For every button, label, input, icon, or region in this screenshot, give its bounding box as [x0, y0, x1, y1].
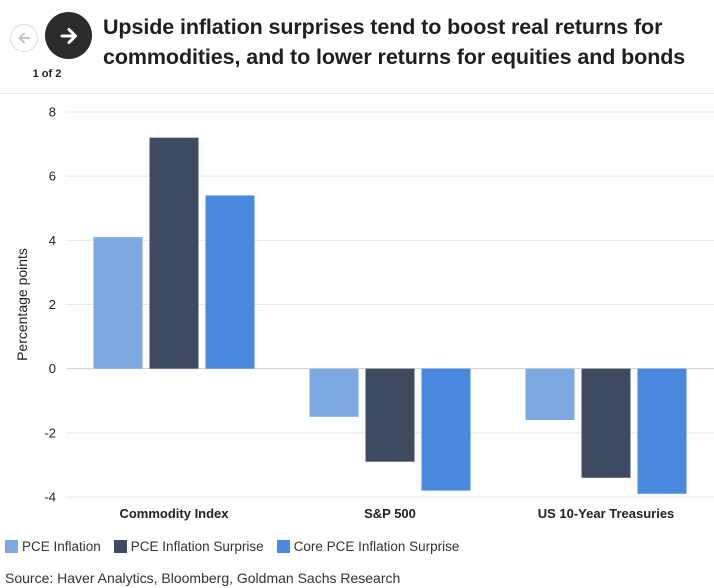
page-counter: 1 of 2 — [32, 68, 62, 80]
bar[interactable] — [421, 368, 471, 491]
legend-item-pce-inflation[interactable]: PCE Inflation — [5, 539, 101, 554]
x-category-label: Commodity Index — [119, 506, 229, 521]
y-tick-label: -2 — [44, 425, 56, 440]
legend-item-core-pce-inflation-surprise[interactable]: Core PCE Inflation Surprise — [276, 539, 460, 554]
bar[interactable] — [581, 368, 631, 478]
bar[interactable] — [149, 137, 199, 369]
legend-label: Core PCE Inflation Surprise — [293, 539, 460, 554]
chart-title: Upside inflation surprises tend to boost… — [103, 15, 686, 69]
y-tick-label: 8 — [49, 105, 56, 120]
legend-label: PCE Inflation Surprise — [130, 539, 264, 554]
y-axis-title: Percentage points — [14, 248, 30, 361]
bar[interactable] — [525, 368, 575, 420]
x-category-label: S&P 500 — [364, 506, 416, 521]
legend-swatch — [276, 540, 290, 553]
legend-swatch — [113, 540, 127, 553]
bar[interactable] — [309, 368, 359, 417]
y-tick-label: 0 — [49, 361, 56, 376]
chart-header: 1 of 2 Upside inflation surprises tend t… — [0, 0, 714, 94]
legend-item-pce-inflation-surprise[interactable]: PCE Inflation Surprise — [113, 539, 264, 554]
bars — [93, 137, 687, 494]
bar-chart: -4 -2 0 2 4 6 8 Commodity Index S&P 500 US 10-Ye… — [14, 105, 714, 521]
y-tick-label: 4 — [49, 233, 56, 248]
arrow-right-icon — [60, 27, 77, 44]
legend-label: PCE Inflation — [22, 539, 101, 554]
x-axis-categories: Commodity Index S&P 500 US 10-Year Treasur… — [119, 506, 674, 521]
x-category-label: US 10-Year Treasuries — [538, 506, 675, 521]
previous-button[interactable] — [10, 24, 38, 52]
y-axis-ticks: -4 -2 0 2 4 6 8 — [44, 105, 56, 505]
y-tick-label: 2 — [49, 297, 56, 312]
header-divider — [0, 93, 714, 94]
next-button[interactable] — [45, 12, 92, 59]
bar[interactable] — [93, 237, 143, 369]
legend: PCE Inflation PCE Inflation Surprise Cor… — [5, 539, 472, 554]
bar[interactable] — [637, 368, 687, 494]
bar[interactable] — [205, 195, 255, 369]
arrow-left-icon — [18, 32, 30, 44]
source-note: Source: Haver Analytics, Bloomberg, Gold… — [5, 570, 401, 586]
y-tick-label: 6 — [49, 169, 56, 184]
bar[interactable] — [365, 368, 415, 462]
legend-swatch — [5, 540, 18, 553]
y-tick-label: -4 — [44, 490, 56, 505]
